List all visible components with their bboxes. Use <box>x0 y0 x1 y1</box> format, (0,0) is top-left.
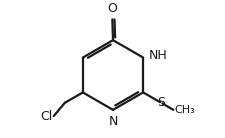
Text: NH: NH <box>148 49 166 63</box>
Text: Cl: Cl <box>40 110 52 123</box>
Text: CH₃: CH₃ <box>173 105 194 115</box>
Text: N: N <box>108 116 117 128</box>
Text: O: O <box>107 2 117 15</box>
Text: S: S <box>156 96 164 109</box>
